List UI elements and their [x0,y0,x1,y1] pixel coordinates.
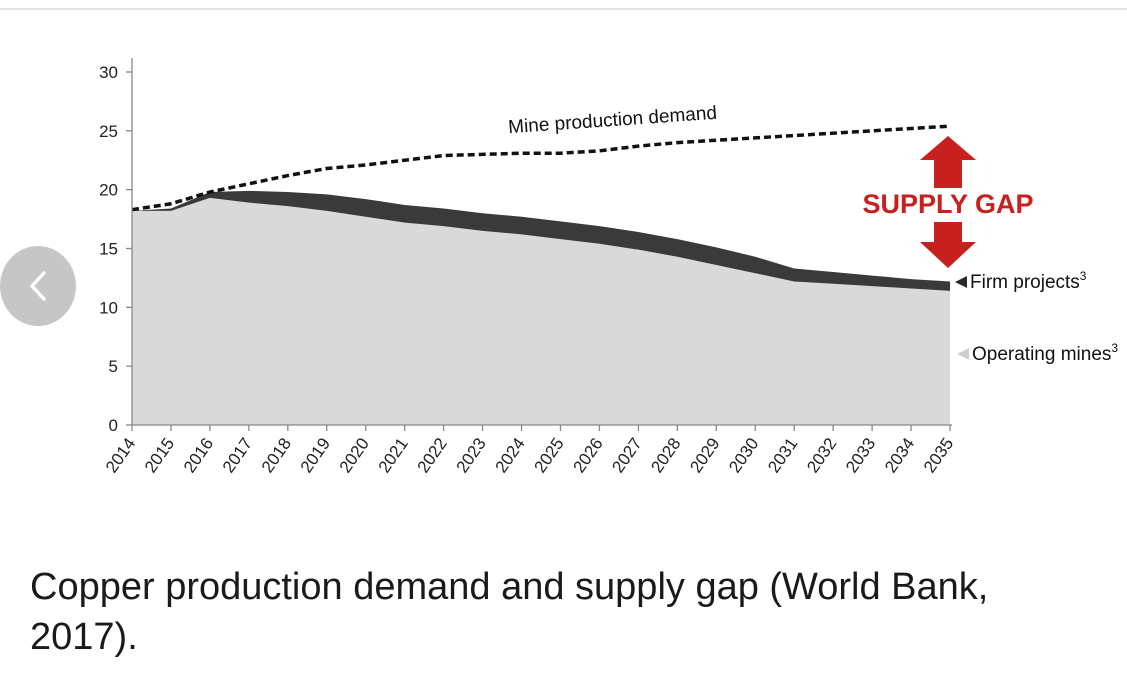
x-tick-label: 2033 [842,434,879,476]
chart-axes [126,58,952,431]
firm-marker-icon [955,276,967,288]
svg-text:Operating mines3: Operating mines3 [972,341,1118,365]
x-tick-label: 2014 [102,434,139,476]
demand-line-group [131,124,951,212]
x-tick-labels: 2014 2015 2016 2017 2018 2019 2020 2021 2022 2023… [102,434,957,476]
y-tick-label: 25 [99,122,118,141]
operating-marker-icon [957,348,969,360]
x-tick-label: 2028 [647,434,684,476]
gap-arrow-up-icon [920,136,976,188]
top-divider [0,8,1127,10]
x-tick-label: 2026 [569,434,606,476]
back-button[interactable] [0,246,76,326]
x-tick-label: 2020 [336,434,373,476]
operating-label: Operating mines [972,344,1111,365]
x-tick-label: 2035 [920,434,957,476]
operating-mines-area [132,197,950,425]
firm-projects-legend: Firm projects3 [955,269,1087,293]
y-tick-labels: 0 5 10 15 20 25 30 [99,63,118,435]
chevron-left-icon [30,271,46,301]
x-tick-label: 2032 [803,434,840,476]
x-tick-label: 2031 [764,434,801,476]
x-tick-label: 2017 [219,434,256,476]
x-tick-label: 2029 [686,434,723,476]
y-tick-label: 20 [99,181,118,200]
firm-label: Firm projects [970,272,1080,293]
operating-sup: 3 [1111,341,1118,355]
gap-arrow-down-icon [920,222,976,268]
x-tick-label: 2027 [608,434,645,476]
x-tick-label: 2016 [180,434,217,476]
x-tick-label: 2024 [492,434,529,476]
x-tick-label: 2019 [297,434,334,476]
y-tick-label: 10 [99,298,118,317]
operating-mines-legend: Operating mines3 [957,341,1118,365]
demand-label: Mine production demand [508,103,718,139]
x-tick-label: 2018 [258,434,295,476]
y-tick-label: 30 [99,63,118,82]
firm-sup: 3 [1080,269,1087,283]
y-tick-label: 5 [109,357,118,376]
svg-text:Firm projects3: Firm projects3 [970,269,1087,293]
demand-line [131,124,951,212]
x-tick-label: 2021 [375,434,412,476]
x-tick-label: 2023 [453,434,490,476]
x-tick-label: 2030 [725,434,762,476]
firm-projects-band [132,190,950,291]
supply-gap-label: SUPPLY GAP [862,189,1033,219]
x-tick-label: 2025 [530,434,567,476]
x-tick-label: 2022 [414,434,451,476]
y-tick-label: 15 [99,240,118,259]
supply-gap-annotation: SUPPLY GAP [862,136,1034,268]
y-tick-label: 0 [109,416,118,435]
x-tick-label: 2015 [141,434,178,476]
x-tick-label: 2034 [881,434,918,476]
chart-areas [132,190,950,425]
figure-caption: Copper production demand and supply gap … [30,566,989,658]
